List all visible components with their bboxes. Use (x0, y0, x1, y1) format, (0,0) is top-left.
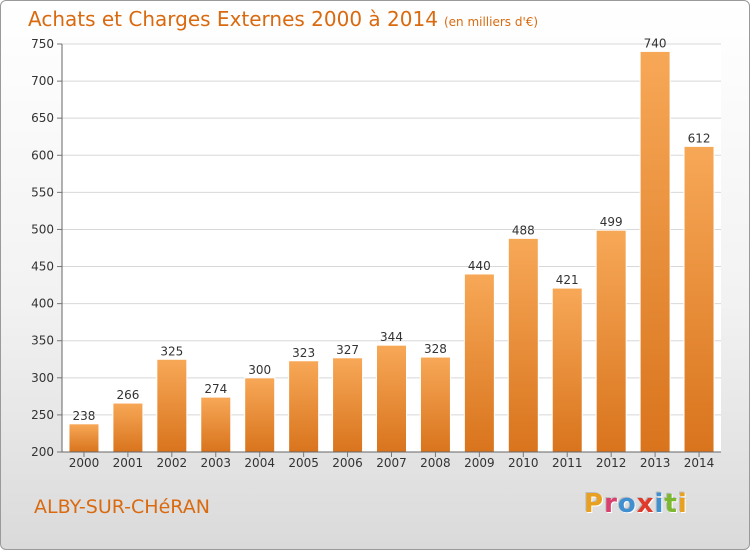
logo-letter: t (664, 489, 678, 519)
y-tick-label: 550 (31, 185, 54, 199)
bar-2002[interactable] (156, 358, 188, 453)
data-label-2002: 325 (160, 344, 183, 358)
bar-2012[interactable] (595, 229, 627, 453)
x-tick-label: 2002 (157, 456, 188, 470)
proxiti-logo[interactable]: Proxiti (584, 489, 688, 519)
x-tick-label: 2003 (200, 456, 231, 470)
data-label-2005: 323 (292, 346, 315, 360)
logo-letter: P (584, 489, 605, 519)
x-tick-label: 2012 (596, 456, 627, 470)
x-tick-label: 2007 (376, 456, 407, 470)
bar-2009[interactable] (463, 273, 495, 453)
data-label-2001: 266 (116, 388, 139, 402)
city-name: ALBY-SUR-CHéRAN (34, 496, 210, 518)
chart-title: Achats et Charges Externes 2000 à 2014 (e… (28, 7, 538, 31)
y-tick-label: 400 (31, 297, 54, 311)
data-label-2004: 300 (248, 363, 271, 377)
data-label-2000: 238 (73, 409, 96, 423)
y-tick-labels: 200 250 300 350 400 450 500 550 600 650 700 750 (31, 37, 54, 459)
logo-letter: r (604, 489, 618, 519)
data-label-2010: 488 (512, 223, 535, 237)
logo-letter: i (654, 489, 665, 519)
x-tick-label: 2013 (640, 456, 671, 470)
x-tick-labels: 2000 2001 2002 2003 2004 2005 2006 2007 2008 2009… (69, 452, 715, 470)
y-tick-label: 700 (31, 74, 54, 88)
x-tick-label: 2014 (684, 456, 715, 470)
x-tick-label: 2000 (69, 456, 100, 470)
chart-subtitle: (en milliers d'€) (443, 15, 539, 29)
x-tick-label: 2001 (113, 456, 144, 470)
bar-2000[interactable] (68, 423, 100, 453)
bar-2013[interactable] (639, 50, 671, 453)
x-tick-label: 2011 (552, 456, 583, 470)
bar-2014[interactable] (683, 145, 715, 453)
y-tick-label: 300 (31, 371, 54, 385)
bar-2008[interactable] (419, 356, 451, 453)
y-tick-label: 350 (31, 334, 54, 348)
data-label-2009: 440 (468, 259, 491, 273)
x-tick-label: 2006 (332, 456, 363, 470)
bars (68, 50, 715, 453)
y-tick-label: 600 (31, 148, 54, 162)
y-tick-label: 500 (31, 222, 54, 236)
x-tick-label: 2008 (420, 456, 451, 470)
data-label-2011: 421 (556, 273, 579, 287)
logo-letter: i (677, 489, 688, 519)
bar-2001[interactable] (112, 402, 144, 453)
bar-2007[interactable] (376, 344, 407, 453)
data-label-2008: 328 (424, 342, 447, 356)
bar-2010[interactable] (507, 237, 539, 453)
bar-2004[interactable] (244, 377, 276, 453)
data-label-2006: 327 (336, 343, 359, 357)
data-label-2013: 740 (644, 36, 667, 50)
data-label-2007: 344 (380, 330, 403, 344)
data-label-2014: 612 (688, 131, 711, 145)
x-tick-label: 2010 (508, 456, 539, 470)
x-tick-label: 2004 (244, 456, 275, 470)
chart-title-text: Achats et Charges Externes 2000 à 2014 (28, 7, 438, 31)
bar-2005[interactable] (288, 360, 320, 453)
logo-letter: x (636, 489, 655, 519)
logo-letter: o (617, 489, 637, 519)
x-tick-label: 2005 (288, 456, 319, 470)
data-labels: 238 266 325 274 300 323 327 344 328 440 488 421 499 7… (73, 36, 711, 422)
y-tick-label: 200 (31, 445, 54, 459)
x-tick-label: 2009 (464, 456, 495, 470)
bar-2006[interactable] (332, 357, 364, 453)
data-label-2003: 274 (204, 382, 227, 396)
bar-2011[interactable] (551, 287, 583, 453)
y-tick-label: 750 (31, 37, 54, 51)
y-tick-label: 450 (31, 260, 54, 274)
y-tick-label: 650 (31, 111, 54, 125)
bar-2003[interactable] (200, 396, 232, 453)
data-label-2012: 499 (600, 215, 623, 229)
y-tick-label: 250 (31, 408, 54, 422)
